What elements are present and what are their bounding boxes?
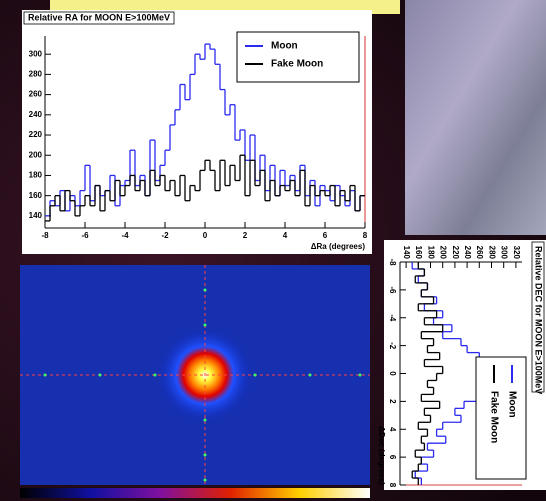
y-tick-label: 160 [414, 246, 423, 260]
y-tick-label: 180 [426, 246, 435, 260]
x-tick-label: 8 [388, 483, 397, 488]
legend-label: Fake Moon [271, 59, 323, 70]
x-tick-label: -6 [388, 286, 397, 294]
marker-dot [43, 373, 47, 377]
chart-title: Relative RA for MOON E>100MeV [28, 12, 170, 22]
x-axis-label: ΔDec (degrees) [377, 426, 386, 485]
x-tick-label: 2 [243, 231, 248, 240]
y-tick-label: 160 [29, 191, 43, 200]
dec-chart: Relative DEC for MOON E>100MeV 140 160 180 2… [377, 241, 545, 488]
x-tick-label: 4 [283, 231, 288, 240]
colorbar [20, 488, 370, 498]
y-tick-label: 260 [475, 246, 484, 260]
x-tick-label: 6 [388, 455, 397, 460]
y-tick-label: 240 [29, 110, 43, 119]
y-tick-label: 200 [29, 150, 43, 159]
x-axis-label: ΔRa (degrees) [311, 242, 366, 251]
y-tick-label: 180 [29, 171, 43, 180]
y-tick-label: 140 [29, 211, 43, 220]
marker-dot [203, 418, 207, 422]
y-tick-label: 260 [29, 90, 43, 99]
marker-dot [203, 288, 207, 292]
marker-dot [253, 373, 257, 377]
y-tick-label: 280 [487, 246, 496, 260]
y-tick-label: 220 [451, 246, 460, 260]
y-tick-label: 200 [439, 246, 448, 260]
title-box [23, 11, 175, 25]
legend-box [475, 356, 527, 480]
marker-dot [358, 373, 362, 377]
x-tick-label: 4 [388, 427, 397, 432]
x-tick-label: -4 [121, 231, 129, 240]
x-tick-label: 8 [363, 231, 368, 240]
x-tick-label: -6 [81, 231, 89, 240]
y-tick-label: 320 [512, 246, 521, 260]
x-tick-label: -2 [388, 342, 397, 350]
legend-label: Fake Moon [488, 391, 499, 443]
legend-box [236, 31, 360, 83]
moon-photo [405, 0, 546, 235]
y-tick-label: 300 [29, 49, 43, 58]
marker-dot [203, 323, 207, 327]
y-tick-label: 280 [29, 70, 43, 79]
marker-dot [98, 373, 102, 377]
heatmap [20, 265, 370, 498]
x-tick-label: -8 [41, 231, 49, 240]
marker-dot [153, 373, 157, 377]
marker-dot [203, 453, 207, 457]
legend-label: Moon [271, 41, 298, 52]
y-tick-label: 300 [500, 246, 509, 260]
x-tick-label: 6 [323, 231, 328, 240]
legend-label: Moon [506, 391, 517, 418]
x-tick-label: 2 [388, 399, 397, 404]
title-box [531, 241, 545, 393]
chart-title: Relative DEC for MOON E>100MeV [534, 246, 544, 394]
y-tick-label: 240 [463, 246, 472, 260]
x-tick-label: -8 [388, 258, 397, 266]
marker-dot [203, 478, 207, 482]
y-tick-label: 220 [29, 130, 43, 139]
marker-dot [308, 373, 312, 377]
x-tick-label: 0 [388, 371, 397, 376]
ra-chart: Relative RA for MOON E>100MeV14016018020… [23, 11, 368, 251]
x-tick-label: -4 [388, 314, 397, 322]
y-tick-label: 140 [402, 246, 411, 260]
x-tick-label: 0 [203, 231, 208, 240]
x-tick-label: -2 [161, 231, 169, 240]
